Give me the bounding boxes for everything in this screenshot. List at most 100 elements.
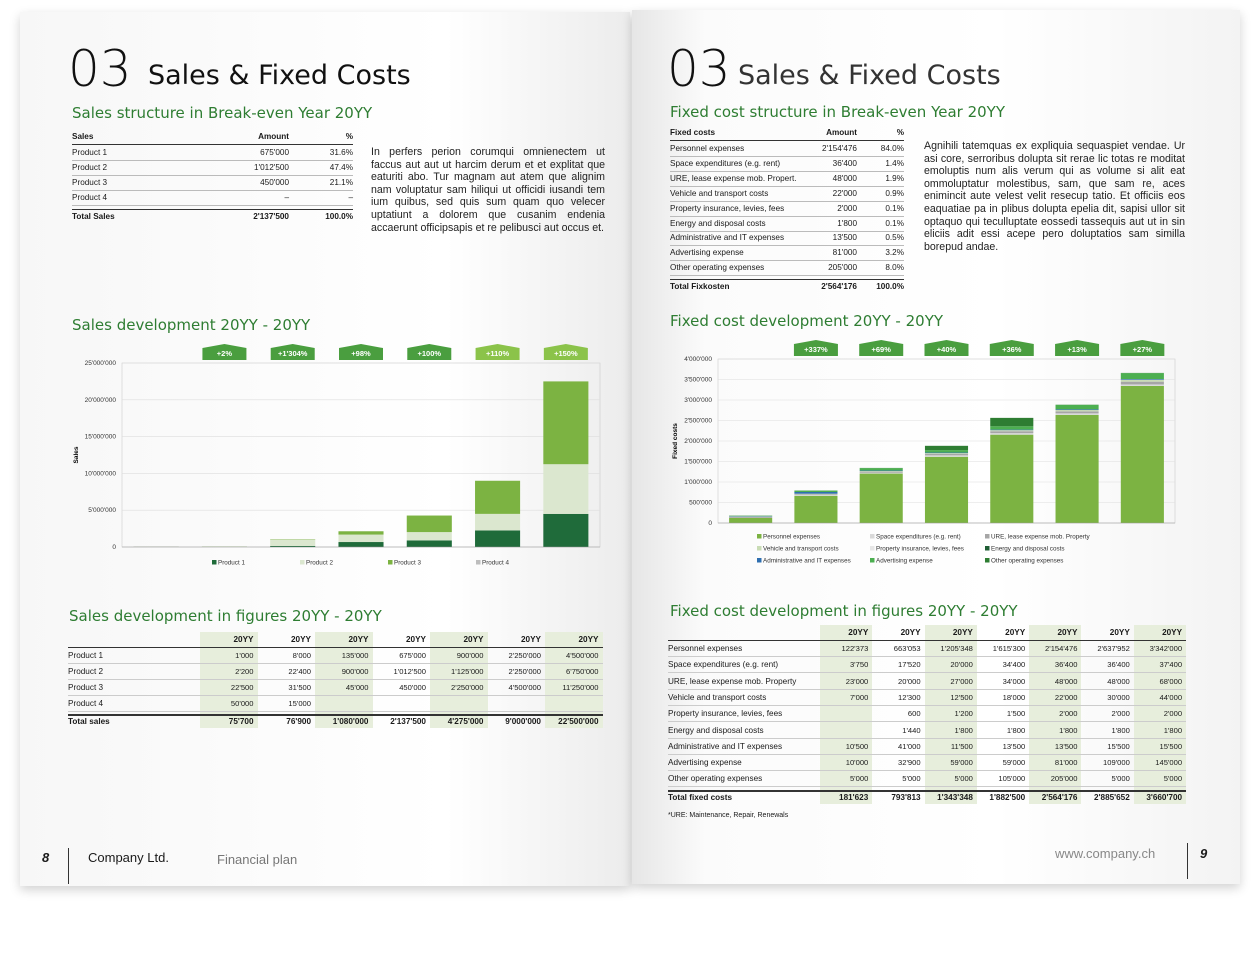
badge: [1055, 340, 1100, 356]
table-cell: 12'300: [898, 692, 921, 702]
y-axis-label: Fixed costs: [672, 423, 679, 459]
table-cell: 11'500: [950, 741, 973, 751]
bar-segment: [859, 473, 903, 523]
table-cell: 22'000: [832, 188, 857, 198]
badge: [475, 344, 520, 360]
table-rule: [68, 663, 603, 664]
bar-segment: [859, 471, 903, 472]
table-cell: 600: [907, 709, 921, 719]
table-cell: 3'342'000: [1149, 644, 1183, 653]
legend-label: Product 4: [482, 560, 509, 567]
table-cell: 1'343'348: [937, 792, 973, 802]
table-cell: 2'000: [1059, 709, 1078, 719]
table-rule: [670, 215, 904, 217]
table-cell: 20'000: [898, 676, 921, 686]
table-rule: [670, 279, 904, 281]
table-cell: 44'000: [1159, 692, 1183, 702]
table-cell: 2'564'176: [1041, 792, 1078, 802]
table-cell: 1'000: [235, 651, 254, 660]
annotation: +27%: [1133, 345, 1153, 354]
table-cell: 59'000: [950, 758, 973, 768]
table-cell: 205'000: [1050, 774, 1078, 784]
legend-swatch: [985, 546, 990, 551]
legend-swatch: [757, 534, 762, 539]
annotation: +36%: [1002, 345, 1022, 354]
bar-segment: [1120, 385, 1164, 523]
table-cell: Product 1: [72, 148, 108, 157]
table-cell: 22'400: [288, 667, 311, 676]
bar-segment: [406, 540, 452, 547]
badge: [270, 344, 315, 360]
y-axis-label: Sales: [73, 446, 80, 463]
table-cell: 15'500: [1159, 741, 1183, 751]
table-cell: 1.9%: [885, 173, 904, 183]
table-cell: 2'564'176: [821, 282, 857, 292]
table-cell: 0.1%: [885, 218, 904, 228]
bar-segment: [338, 531, 384, 535]
legend-swatch: [212, 560, 217, 565]
bar-segment: [859, 468, 903, 471]
y-tick-label: 500'000: [689, 500, 712, 507]
bar-segment: [1120, 384, 1164, 386]
table-cell: 31'500: [288, 683, 311, 692]
table-cell: 5'000: [954, 774, 973, 784]
table-cell: Product 4: [72, 193, 108, 202]
table-cell: 1'800: [1163, 725, 1183, 735]
table-cell: 10'000: [845, 758, 869, 768]
table-cell: Administrative and IT expenses: [670, 233, 785, 243]
table-cell: Property insurance, levies, fees: [670, 203, 785, 213]
table-rule: [670, 140, 904, 141]
table-cell: 22'000: [1054, 692, 1078, 702]
annotation: +100%: [418, 349, 442, 358]
y-tick-label: 0: [112, 544, 116, 551]
table-cell: %: [896, 128, 904, 137]
table-rule: [668, 688, 1187, 690]
bar-segment: [924, 450, 969, 453]
y-tick-label: 4'000'000: [684, 356, 712, 363]
table-cell: 2'250'000: [508, 667, 541, 676]
table-cell: Total fixed costs: [668, 792, 732, 802]
table-rule: [68, 711, 603, 712]
table-cell: 3'750: [849, 660, 869, 670]
bar-segment: [990, 426, 1034, 430]
legend-label: URE, lease expense mob. Property: [991, 534, 1091, 541]
table-cell: 1'440: [902, 725, 921, 735]
table-cell: 1'882'500: [989, 792, 1026, 802]
table-cell: 6'750'000: [566, 667, 599, 676]
table-rule: [668, 786, 1187, 788]
table-cell: 81'000: [1054, 758, 1078, 768]
table-cell: 20YY: [1057, 628, 1078, 637]
legend-label: Property insurance, levies, fees: [876, 546, 964, 553]
annotation: +1'304%: [278, 349, 308, 358]
column-shade: [1133, 625, 1187, 804]
legend-label: Product 2: [306, 560, 333, 567]
table-rule: [670, 275, 904, 277]
bar-segment: [475, 530, 521, 547]
table-cell: 10'500: [845, 741, 869, 751]
table-cell: 1'800: [954, 725, 973, 735]
bar-segment: [543, 464, 589, 514]
table-cell: 2'000: [1111, 709, 1130, 719]
bar-segment: [1055, 404, 1099, 410]
table-cell: 663'053: [893, 644, 921, 653]
table-cell: Vehicle and transport costs: [668, 692, 767, 702]
table-cell: 2'137'500: [390, 717, 426, 726]
table-cell: 30'000: [1107, 692, 1130, 702]
table-cell: 75'700: [228, 717, 254, 726]
badge: [339, 344, 383, 360]
table-rule: [68, 714, 603, 716]
table-cell: 20YY: [463, 635, 484, 644]
bar-segment: [924, 445, 969, 451]
bar-segment: [543, 381, 589, 465]
y-tick-label: 20'000'000: [85, 397, 117, 404]
legend-swatch: [388, 560, 393, 565]
y-tick-label: 1'500'000: [684, 459, 712, 466]
table-cell: Property insurance, levies, fees: [668, 709, 783, 719]
table-cell: Advertising expense: [668, 758, 742, 768]
table-rule: [72, 190, 353, 191]
table-cell: Energy and disposal costs: [670, 218, 766, 228]
subtitle: Sales structure in Break-even Year 20YY: [72, 104, 373, 122]
table-cell: Other operating expenses: [670, 263, 765, 273]
table-rule: [68, 695, 603, 696]
table-cell: 900'000: [456, 651, 484, 660]
